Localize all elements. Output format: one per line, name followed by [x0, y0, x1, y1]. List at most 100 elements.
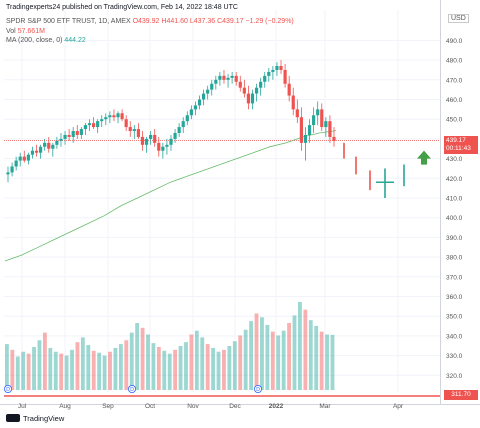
- price-tick-label: 360.0: [446, 294, 463, 301]
- candle: [332, 127, 336, 147]
- volume-bar: [238, 335, 243, 390]
- price-tick-label: 430.0: [446, 156, 463, 163]
- candle-body: [6, 172, 10, 175]
- candle: [169, 134, 173, 151]
- candle: [210, 79, 214, 96]
- volume-bar: [260, 317, 264, 390]
- volume-bar: [15, 356, 20, 390]
- candle: [132, 125, 136, 139]
- candle-body: [234, 75, 238, 82]
- candle: [22, 150, 26, 163]
- candle: [238, 75, 242, 92]
- price-tick-label: 420.0: [446, 176, 463, 183]
- candle-body: [51, 144, 55, 149]
- volume-bar: [124, 340, 129, 390]
- candle-body: [161, 146, 165, 151]
- candle-body: [149, 134, 153, 139]
- candle-body: [59, 138, 63, 141]
- symbol-name: SPDR S&P 500 ETF TRUST, 1D, AMEX: [6, 18, 131, 25]
- volume-bar: [298, 302, 302, 390]
- candle: [144, 136, 149, 153]
- candle-body: [22, 156, 26, 161]
- volume-bar: [118, 344, 123, 390]
- logo-text: TradingView: [23, 414, 65, 423]
- volume-bar: [162, 350, 167, 390]
- volume-bar: [308, 320, 313, 390]
- candle-body: [324, 121, 328, 128]
- volume-bar: [32, 346, 36, 390]
- candle: [79, 127, 83, 139]
- time-tick-label: Nov: [187, 403, 199, 410]
- candle-body: [34, 150, 39, 153]
- candle: [189, 105, 193, 120]
- candle-body: [83, 125, 88, 130]
- time-tick-label: Jul: [18, 403, 27, 410]
- candle: [316, 101, 320, 126]
- candle: [10, 162, 14, 177]
- candle: [108, 111, 112, 124]
- candle: [185, 111, 189, 126]
- volume-bar: [70, 349, 74, 390]
- volume-bar: [281, 330, 286, 390]
- time-tick-label: Oct: [145, 403, 155, 410]
- price-tick-label: 460.0: [446, 97, 463, 104]
- volume-bar: [167, 353, 172, 390]
- candle-body: [157, 142, 161, 151]
- volume-bar: [194, 330, 199, 390]
- candle: [246, 85, 251, 110]
- ma200-line: [4, 130, 337, 262]
- tradingview-logo[interactable]: TradingView: [6, 414, 64, 423]
- candle: [222, 69, 226, 84]
- last-price-tag: 439.17 00:11:43: [444, 136, 478, 154]
- candle-body: [43, 142, 47, 147]
- volume-bar: [48, 347, 53, 390]
- candle: [165, 138, 169, 155]
- volume-bar: [232, 341, 237, 390]
- dividend-marker-label: D: [256, 387, 260, 393]
- volume-bar: [26, 353, 31, 390]
- candle: [312, 107, 316, 133]
- candle-body: [10, 166, 14, 173]
- candle: [157, 136, 161, 157]
- candle: [153, 129, 157, 147]
- price-tick-label: 450.0: [446, 117, 463, 124]
- candle: [181, 117, 185, 133]
- candle: [177, 123, 181, 137]
- candle-body: [181, 121, 185, 128]
- candle-body: [250, 93, 255, 104]
- candle: [51, 142, 55, 157]
- candle: [128, 121, 132, 137]
- candle-body: [71, 131, 75, 137]
- candle: [34, 144, 39, 157]
- candle: [230, 71, 234, 84]
- candle: [30, 146, 35, 159]
- candle: [71, 127, 75, 143]
- candle-body: [26, 154, 30, 161]
- ma-value: 444.22: [64, 37, 86, 44]
- candle: [140, 131, 145, 151]
- candle-body: [254, 87, 259, 94]
- candle-body: [55, 140, 59, 145]
- currency-label[interactable]: USD: [448, 14, 469, 23]
- candle: [275, 62, 279, 76]
- candle: [136, 123, 140, 139]
- candle-body: [67, 134, 71, 137]
- candle: [47, 136, 51, 153]
- axis-bottom-tag: 311.70: [444, 390, 478, 400]
- volume-bar: [140, 327, 145, 390]
- candle: [197, 95, 202, 110]
- candle-body: [320, 109, 324, 128]
- forecast-up-arrow-icon: [417, 150, 431, 165]
- candle-body: [185, 115, 189, 122]
- volume-bar: [330, 334, 335, 390]
- volume-bar: [276, 335, 281, 390]
- candle: [234, 71, 238, 86]
- candle: [324, 117, 328, 137]
- ma-label: MA (200, close, 0): [6, 37, 63, 44]
- candle: [226, 73, 230, 88]
- candle-body: [173, 132, 177, 139]
- price-tick-label: 370.0: [446, 274, 463, 281]
- candle-body: [299, 117, 303, 143]
